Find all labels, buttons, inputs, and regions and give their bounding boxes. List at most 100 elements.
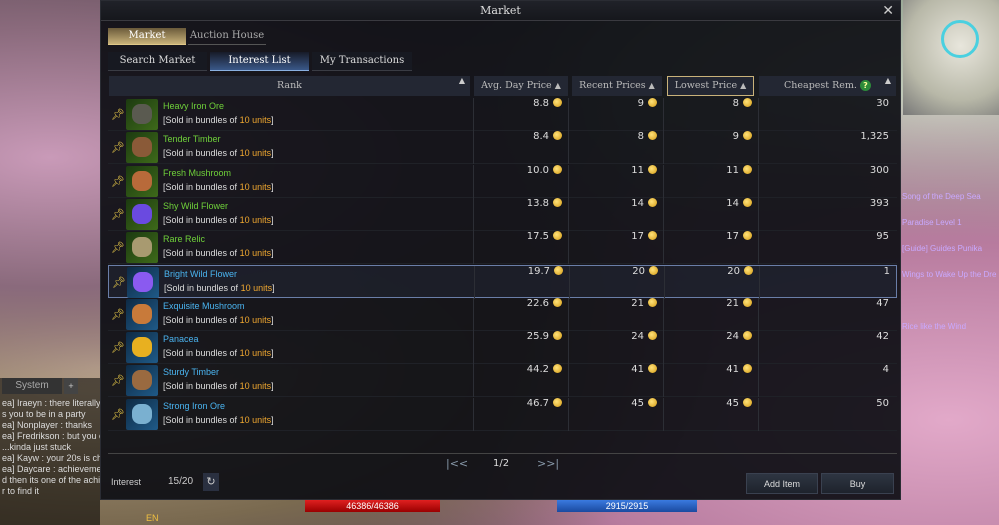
table-row[interactable]: 📌︎ Exquisite Mushroom [Sold in bundles o… — [108, 297, 897, 331]
cheapest-remaining: 1 — [759, 265, 898, 299]
chat-tab-system[interactable]: System — [2, 378, 62, 394]
item-icon — [126, 398, 158, 430]
column-cheapest-rem[interactable]: Cheapest Rem. ? ▲ — [759, 76, 896, 96]
table-row[interactable]: 📌︎ Panacea [Sold in bundles of 10 units]… — [108, 331, 897, 365]
chat-line: r to find it — [2, 486, 40, 496]
item-name: Sturdy Timber — [163, 367, 220, 378]
gold-coin-icon — [648, 164, 657, 174]
item-icon — [126, 365, 158, 397]
pin-icon[interactable]: 📌︎ — [111, 374, 125, 388]
column-avg-day-price[interactable]: Avg. Day Price ▲ — [474, 76, 568, 96]
item-icon — [126, 198, 158, 230]
avg-day-price: 8.4 — [473, 131, 568, 165]
avg-day-price: 25.9 — [473, 331, 568, 365]
column-label: Cheapest Rem. — [784, 80, 857, 91]
quest[interactable]: Song of the Deep Sea — [902, 192, 981, 201]
column-label: Recent Prices — [579, 80, 646, 91]
add-chat-tab-button[interactable]: + — [64, 378, 78, 394]
gold-coin-icon — [648, 297, 657, 307]
recent-price: 45 — [568, 397, 663, 431]
chat-window: System + ea] Iraeyn : there literally is… — [0, 378, 100, 525]
quest[interactable]: Wings to Wake Up the Dre — [902, 270, 997, 279]
avg-day-price: 44.2 — [473, 364, 568, 398]
buy-button[interactable]: Buy — [821, 473, 894, 494]
item-icon — [126, 165, 158, 197]
gold-coin-icon — [648, 98, 657, 107]
market-window: Market ✕ Market Auction House Search Mar… — [100, 0, 901, 500]
chat-line: d then its one of the achiever — [2, 475, 100, 485]
item-icon — [126, 232, 158, 264]
quest[interactable]: [Guide] Guides Punika — [902, 244, 983, 253]
first-page-button[interactable]: |<< — [446, 457, 469, 470]
column-label: Rank — [277, 80, 302, 91]
lowest-price: 45 — [663, 397, 758, 431]
lowest-price: 17 — [663, 231, 758, 265]
pin-icon[interactable]: 📌︎ — [111, 108, 125, 121]
tab-search-market[interactable]: Search Market — [108, 52, 207, 71]
item-name: Panacea — [163, 334, 199, 345]
help-icon[interactable]: ? — [859, 80, 871, 91]
table-row[interactable]: 📌︎ Rare Relic [Sold in bundles of 10 uni… — [108, 231, 897, 265]
table-row[interactable]: 📌︎ Strong Iron Ore [Sold in bundles of 1… — [108, 397, 897, 431]
column-recent-prices[interactable]: Recent Prices ▲ — [572, 76, 662, 96]
table-row[interactable]: 📌︎ Heavy Iron Ore [Sold in bundles of 10… — [108, 98, 897, 131]
gold-coin-icon — [743, 231, 752, 241]
pin-icon[interactable]: 📌︎ — [112, 275, 126, 289]
tab-my-transactions[interactable]: My Transactions — [312, 52, 412, 71]
pin-icon[interactable]: 📌︎ — [111, 241, 125, 255]
avg-day-price: 8.8 — [473, 98, 568, 131]
lowest-price: 9 — [663, 131, 758, 165]
add-item-button[interactable]: Add Item — [746, 473, 818, 494]
table-row[interactable]: 📌︎ Shy Wild Flower [Sold in bundles of 1… — [108, 197, 897, 231]
quest-tracker: Song of the Deep Sea Paradise Level 1 [G… — [902, 190, 999, 333]
window-title: Market — [480, 4, 521, 17]
gold-coin-icon — [553, 297, 562, 307]
pin-icon[interactable]: 📌︎ — [111, 141, 125, 155]
refresh-icon[interactable]: ↻ — [203, 473, 219, 491]
chat-line: ea] Iraeyn : there literally isn — [2, 398, 100, 408]
hp-bar: 46386/46386 — [305, 500, 440, 512]
cheapest-remaining: 50 — [758, 397, 897, 431]
bundle-info: [Sold in bundles of 10 units] — [163, 314, 274, 325]
table-row[interactable]: 📌︎ Tender Timber [Sold in bundles of 10 … — [108, 131, 897, 165]
bundle-info: [Sold in bundles of 10 units] — [163, 248, 274, 259]
avg-day-price: 13.8 — [473, 197, 568, 231]
pin-icon[interactable]: 📌︎ — [111, 407, 125, 421]
recent-price: 9 — [568, 98, 663, 131]
lowest-price: 41 — [663, 364, 758, 398]
quest[interactable]: Paradise Level 1 — [902, 218, 962, 227]
column-lowest-price[interactable]: Lowest Price ▲ — [667, 76, 754, 96]
chat-line: ea] Daycare : achievements — [2, 464, 100, 474]
pin-icon[interactable]: 📌︎ — [111, 307, 125, 321]
cheapest-remaining: 4 — [758, 364, 897, 398]
chat-line: ...kinda just stuck — [2, 442, 72, 452]
tab-market[interactable]: Market — [108, 28, 186, 45]
lowest-price: 14 — [663, 197, 758, 231]
column-rank[interactable]: Rank ▲ — [109, 76, 470, 96]
gold-coin-icon — [743, 364, 752, 374]
table-row[interactable]: 📌︎ Bright Wild Flower [Sold in bundles o… — [108, 264, 898, 299]
avg-day-price: 10.0 — [473, 164, 568, 198]
item-icon — [127, 266, 159, 298]
title-bar[interactable]: Market ✕ — [101, 1, 900, 21]
pin-icon[interactable]: 📌︎ — [111, 207, 125, 221]
item-icon — [126, 298, 158, 330]
item-name: Exquisite Mushroom — [163, 300, 245, 311]
table-row[interactable]: 📌︎ Sturdy Timber [Sold in bundles of 10 … — [108, 364, 897, 398]
cheapest-remaining: 47 — [758, 297, 897, 331]
last-page-button[interactable]: >>| — [537, 457, 560, 470]
gold-coin-icon — [553, 231, 562, 241]
gold-coin-icon — [553, 164, 562, 174]
avg-day-price: 17.5 — [473, 231, 568, 265]
pin-icon[interactable]: 📌︎ — [111, 341, 125, 355]
close-icon[interactable]: ✕ — [882, 3, 894, 19]
tab-interest-list[interactable]: Interest List — [210, 52, 309, 71]
pin-icon[interactable]: 📌︎ — [111, 174, 125, 188]
tab-auction-house[interactable]: Auction House — [188, 28, 266, 45]
item-name: Rare Relic — [163, 234, 206, 245]
interest-label: Interest — [111, 477, 142, 487]
minimap[interactable] — [903, 0, 999, 115]
table-row[interactable]: 📌︎ Fresh Mushroom [Sold in bundles of 10… — [108, 164, 897, 198]
quest[interactable]: Rice like the Wind — [902, 322, 967, 331]
sort-arrow-icon: ▲ — [648, 81, 655, 90]
